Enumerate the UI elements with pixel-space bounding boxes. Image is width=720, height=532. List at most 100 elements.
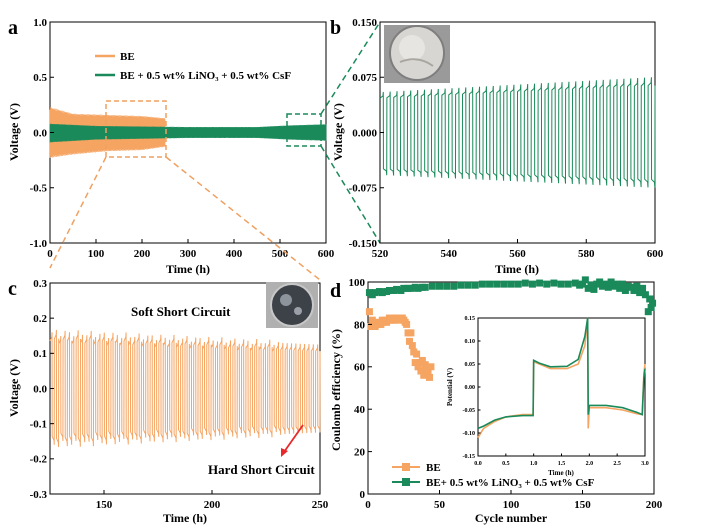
panel-b-ytick-label: -0.150 bbox=[349, 238, 378, 250]
inset-xtick-label: 1.5 bbox=[558, 461, 566, 467]
connector-c-left bbox=[49, 156, 107, 269]
panel-d-point-additive bbox=[436, 282, 443, 290]
panel-d-point-additive bbox=[644, 308, 652, 316]
panel-d-point-additive bbox=[613, 280, 621, 288]
panel-d-ytick-label: 100 bbox=[349, 277, 366, 289]
inset-ytick-label: 0.10 bbox=[465, 339, 476, 345]
panel-b-xlabel: Time (h) bbox=[495, 262, 539, 276]
coin-photo-icon bbox=[384, 25, 450, 83]
inset-series-additive bbox=[477, 317, 646, 430]
inset-ytick-label: -0.15 bbox=[463, 454, 476, 460]
panel-d-point-additive bbox=[571, 279, 579, 287]
panel-c-label: c bbox=[8, 278, 17, 300]
connector-b-top bbox=[320, 21, 381, 115]
panel-d-point-additive bbox=[630, 286, 638, 294]
panel-d-point-additive bbox=[564, 280, 572, 288]
panel-b-label: b bbox=[330, 17, 341, 39]
inset-ytick-label: 0.00 bbox=[465, 385, 476, 391]
panel-d-point-additive bbox=[581, 276, 589, 284]
panel-d-point-be bbox=[414, 363, 422, 371]
panel-c-xtick-label: 200 bbox=[204, 499, 221, 511]
panel-b-series bbox=[379, 77, 656, 188]
panel-d-point-be bbox=[408, 342, 416, 350]
panel-a-xtick-label: 400 bbox=[226, 248, 243, 260]
panel-c-xtick-label: 150 bbox=[96, 499, 113, 511]
panel-d-point-additive bbox=[421, 283, 429, 291]
panel-d-point-additive bbox=[371, 289, 379, 297]
inset-ytick-label: 0.15 bbox=[465, 316, 476, 322]
panel-d-point-be bbox=[403, 320, 411, 328]
panel-a-ytick-label: 0.0 bbox=[33, 127, 47, 139]
panel-d-point-additive bbox=[550, 279, 558, 287]
panel-d-inset: 0.0 0.5 1.0 1.5 2.0 2.5 3.0 -0.15 -0.10 -0.05 0.00… bbox=[446, 316, 649, 477]
panel-d-point-be bbox=[427, 363, 435, 371]
panel-b-ytick-label: -0.075 bbox=[349, 183, 378, 195]
panel-d-point-additive bbox=[621, 286, 629, 294]
panel-d-ytick-label: 20 bbox=[354, 446, 366, 458]
panel-a-xtick-label: 600 bbox=[318, 248, 335, 260]
panel-a-ytick-label: -1.0 bbox=[30, 238, 48, 250]
panel-c-ylabel: Voltage (V) bbox=[7, 359, 21, 417]
legend-label-additive: BE + 0.5 wt% LiNO₃ + 0.5 wt% CsF bbox=[120, 70, 291, 82]
panel-d-point-additive bbox=[557, 280, 565, 288]
panel-d-point-be bbox=[411, 359, 419, 367]
panel-d-point-additive bbox=[464, 281, 472, 289]
connector-c-right bbox=[165, 156, 321, 281]
panel-a-xtick-label: 500 bbox=[272, 248, 289, 260]
panel-a-xtick-label: 0 bbox=[47, 248, 53, 260]
panel-d-point-additive bbox=[604, 283, 612, 291]
panel-d-point-additive bbox=[393, 285, 401, 293]
hard-short-annotation: Hard Short Circuit bbox=[208, 462, 315, 477]
panel-d-ytick-label: 0 bbox=[360, 489, 366, 501]
panel-d-point-additive bbox=[633, 282, 641, 290]
soft-short-annotation: Soft Short Circuit bbox=[131, 304, 231, 319]
panel-d-point-additive bbox=[414, 284, 422, 292]
panel-d-point-additive bbox=[471, 281, 479, 289]
panel-a-ytick-label: -0.5 bbox=[30, 183, 48, 195]
panel-a-ytick-label: 0.5 bbox=[33, 72, 47, 84]
panel-b-xtick-label: 540 bbox=[441, 248, 458, 260]
panel-d-point-additive bbox=[457, 281, 465, 289]
panel-d-point-be bbox=[413, 350, 421, 358]
zoom-box-additive bbox=[286, 113, 322, 147]
panel-d-point-be bbox=[405, 337, 413, 345]
panel-d-point-additive bbox=[521, 279, 529, 287]
panel-b-xtick-label: 600 bbox=[647, 248, 664, 260]
panel-d-point-be bbox=[365, 308, 373, 316]
panel-d-point-be bbox=[421, 361, 429, 369]
panel-d-point-additive bbox=[478, 280, 486, 288]
zoom-box-be bbox=[105, 100, 167, 158]
panel-d-point-additive bbox=[500, 280, 508, 288]
panel-c-ytick-label: -0.3 bbox=[30, 489, 48, 501]
inset-ytick-label: 0.05 bbox=[465, 362, 476, 368]
panel-d-ytick-label: 80 bbox=[354, 319, 366, 331]
panel-d-point-additive bbox=[493, 280, 501, 288]
inset-xlabel: Time (h) bbox=[548, 469, 574, 477]
panel-a-series-additive bbox=[49, 123, 327, 143]
panel-a: a 0 100 200 300 400 500 600 -1.0 -0.5 0.0 0.5 1.0 B… bbox=[7, 17, 335, 276]
panel-d-legend: BE BE+ 0.5 wt% LiNO₃ + 0.5 wt% CsF bbox=[392, 462, 595, 489]
hard-short-arrow-line bbox=[283, 424, 304, 453]
panel-d-point-additive bbox=[385, 286, 393, 294]
panel-a-xtick-label: 300 bbox=[180, 248, 197, 260]
panel-b-xtick-label: 560 bbox=[509, 248, 526, 260]
panel-d-xlabel: Cycle number bbox=[475, 511, 548, 525]
panel-d-xtick-label: 50 bbox=[434, 499, 446, 511]
inset-ytick-label: -0.10 bbox=[463, 431, 476, 437]
panel-d-point-additive bbox=[587, 281, 595, 289]
panel-d-xtick-label: 150 bbox=[574, 499, 591, 511]
hard-short-arrow-head bbox=[281, 448, 288, 457]
panel-c-ytick-label: 0.2 bbox=[33, 313, 47, 325]
panel-d-point-additive bbox=[400, 284, 408, 292]
panel-c-xtick-label: 250 bbox=[312, 499, 329, 511]
panel-c-ytick-label: 0.3 bbox=[33, 278, 47, 290]
panel-b-xtick-label: 520 bbox=[372, 248, 389, 260]
legend-label-be-d: BE bbox=[426, 462, 441, 474]
panel-b-ytick-label: 0.075 bbox=[352, 72, 377, 84]
panel-a-xtick-label: 100 bbox=[88, 248, 105, 260]
panel-d-point-additive bbox=[443, 282, 451, 290]
panel-c: c 150 200 250 -0.3 -0.2 -0.1 0.0 0.1 0.2 0.3 Soft… bbox=[7, 278, 329, 525]
legend-label-additive-d: BE+ 0.5 wt% LiNO₃ + 0.5 wt% CsF bbox=[426, 477, 595, 489]
panel-a-legend: BE BE + 0.5 wt% LiNO₃ + 0.5 wt% CsF bbox=[95, 51, 291, 82]
